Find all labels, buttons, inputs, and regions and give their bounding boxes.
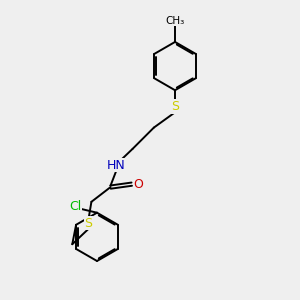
Text: S: S <box>171 100 179 113</box>
Text: CH₃: CH₃ <box>165 16 185 26</box>
Text: O: O <box>133 178 143 191</box>
Text: S: S <box>85 217 92 230</box>
Text: HN: HN <box>107 158 126 172</box>
Text: Cl: Cl <box>69 200 81 213</box>
